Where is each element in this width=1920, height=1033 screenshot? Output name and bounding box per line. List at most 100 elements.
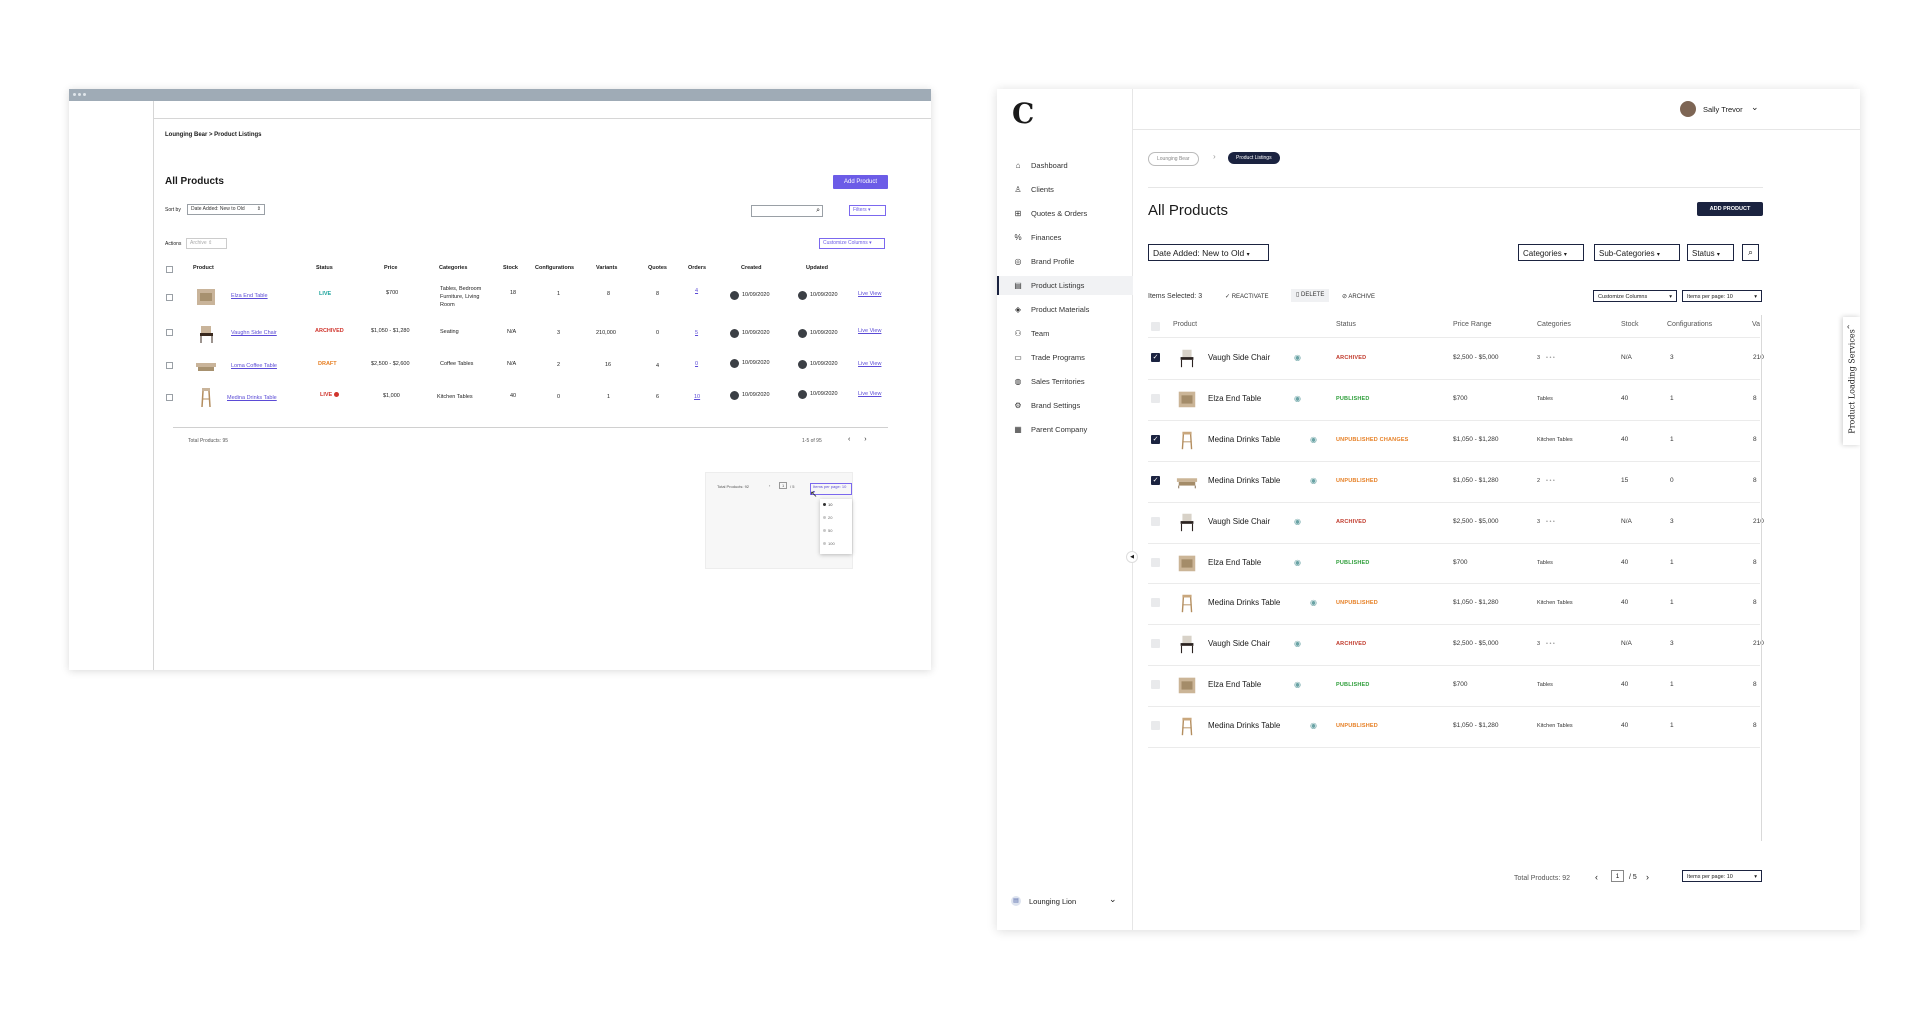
eye-icon[interactable]: ◉ [1310,435,1317,444]
sidebar-item-product-materials[interactable]: ◈ Product Materials [997,300,1131,319]
scrollbar[interactable] [1761,315,1762,841]
column-header[interactable]: Configurations [535,265,575,271]
chevron-down-icon[interactable]: ⌄ [1109,894,1117,904]
product-link[interactable]: Medina Drinks Table [227,395,277,401]
actions-select[interactable]: Archive ⇕ [186,238,227,249]
radio-icon[interactable] [823,516,826,519]
row-checkbox[interactable] [1151,721,1160,730]
subcategories-dropdown[interactable]: Sub-Categories ▾ [1594,244,1680,261]
sidebar-item-brand-settings[interactable]: ⚙ Brand Settings [997,396,1131,415]
more-icon[interactable]: • • • [1546,519,1555,525]
product-name[interactable]: Medina Drinks Table [1208,476,1281,485]
product-link[interactable]: Loma Coffee Table [231,363,277,369]
items-per-page-dropdown[interactable]: Items per page: 10 ▾ [1682,290,1762,302]
dropdown-option[interactable]: 100 [828,541,835,546]
row-checkbox[interactable] [166,329,173,336]
column-header[interactable]: Status [1336,321,1356,328]
column-header[interactable]: Va [1752,321,1761,328]
product-name[interactable]: Medina Drinks Table [1208,435,1281,444]
eye-icon[interactable]: ◉ [1294,353,1301,362]
column-header[interactable]: Configurations [1667,321,1713,328]
next-page-icon[interactable]: › [1646,872,1649,882]
add-product-button[interactable]: ADD PRODUCT [1697,202,1763,216]
dropdown-option[interactable]: 50 [828,528,833,533]
column-header[interactable]: Variants [596,265,618,271]
sort-select[interactable]: Date Added: New to Old ⇕ [187,204,265,215]
row-checkbox[interactable]: ✓ [1151,353,1160,362]
product-name[interactable]: Vaugh Side Chair [1208,353,1271,362]
add-product-button[interactable]: Add Product [833,175,888,189]
customize-columns-button[interactable]: Customize Columns ▾ [819,238,885,249]
prev-page-icon[interactable]: ‹ [1595,872,1598,882]
prev-page-icon[interactable]: ‹ [769,483,771,488]
archive-button[interactable]: ⊘ ARCHIVE [1342,293,1375,300]
select-all-checkbox[interactable] [166,266,173,273]
avatar[interactable] [1680,101,1696,117]
product-name[interactable]: Elza End Table [1208,680,1262,689]
dropdown-option[interactable]: 20 [828,515,833,520]
product-link[interactable]: Elza End Table [231,293,268,299]
orders-link[interactable]: 4 [695,288,699,294]
row-checkbox[interactable] [166,362,173,369]
product-link[interactable]: Vaughn Side Chair [231,330,277,336]
eye-icon[interactable]: ◉ [1294,680,1301,689]
eye-icon[interactable]: ◉ [1294,394,1301,403]
product-name[interactable]: Medina Drinks Table [1208,721,1281,730]
column-header[interactable]: Created [741,265,762,271]
sidebar-item-sales-territories[interactable]: ◍ Sales Territories [997,372,1131,391]
eye-icon[interactable]: ◉ [1310,598,1317,607]
column-header[interactable]: Stock [1621,321,1639,328]
column-header[interactable]: Product [1173,321,1198,328]
row-checkbox[interactable] [1151,680,1160,689]
eye-icon[interactable]: ◉ [1310,476,1317,485]
categories-dropdown[interactable]: Categories ▾ [1518,244,1584,261]
live-view-link[interactable]: Live View [858,328,882,334]
row-checkbox[interactable] [1151,394,1160,403]
organization-switcher[interactable]: ▤ Lounging Lion [1011,896,1076,906]
row-checkbox[interactable] [166,394,173,401]
breadcrumb-item[interactable]: Lounging Bear [1148,152,1199,166]
orders-link[interactable]: 5 [695,330,699,336]
sidebar-item-dashboard[interactable]: ⌂ Dashboard [997,156,1131,175]
eye-icon[interactable]: ◉ [1294,517,1301,526]
sort-dropdown[interactable]: Date Added: New to Old ▾ [1148,244,1269,261]
row-checkbox[interactable] [1151,639,1160,648]
radio-icon[interactable] [823,503,826,506]
more-icon[interactable]: • • • [1546,478,1555,484]
sidebar-item-trade-programs[interactable]: ▭ Trade Programs [997,348,1131,367]
sidebar-item-parent-company[interactable]: ▦ Parent Company [997,420,1131,439]
column-header[interactable]: Categories [1537,321,1571,328]
search-input[interactable]: ⌕ [751,205,823,217]
more-icon[interactable]: • • • [1546,641,1555,647]
brand-logo[interactable]: C [1012,97,1035,130]
user-name[interactable]: Sally Trevor [1703,105,1743,114]
dropdown-option[interactable]: 10 [828,502,833,507]
customize-columns-dropdown[interactable]: Customize Columns ▾ [1593,290,1677,302]
sidebar-item-team[interactable]: ⚇ Team [997,324,1131,343]
column-header[interactable]: Orders [688,265,707,271]
row-checkbox[interactable] [1151,558,1160,567]
row-checkbox[interactable] [166,294,173,301]
column-header[interactable]: Product [193,265,214,271]
select-all-checkbox[interactable] [1151,322,1160,331]
filters-button[interactable]: Filters ▾ [849,205,886,216]
radio-icon[interactable] [823,542,826,545]
product-loading-services-panel-tab[interactable]: ‹ Product Loading Services [1843,317,1860,445]
chevron-down-icon[interactable]: ⌄ [1751,102,1759,112]
row-checkbox[interactable] [1151,517,1160,526]
sidebar-item-brand-profile[interactable]: ◎ Brand Profile [997,252,1131,271]
column-header[interactable]: Price Range [1453,321,1492,328]
column-header[interactable]: Stock [503,265,518,271]
column-header[interactable]: Updated [806,265,828,271]
window-controls[interactable] [73,93,86,96]
eye-icon[interactable]: ◉ [1294,639,1301,648]
page-input[interactable]: 1 [1611,870,1624,882]
row-checkbox[interactable] [1151,598,1160,607]
page-input[interactable]: 1 [779,482,788,489]
column-header[interactable]: Status [316,265,333,271]
live-view-link[interactable]: Live View [858,291,882,297]
orders-link[interactable]: 10 [694,394,701,400]
product-name[interactable]: Elza End Table [1208,558,1262,567]
column-header[interactable]: Quotes [648,265,667,271]
reactivate-button[interactable]: ✓ REACTIVATE [1225,293,1269,300]
